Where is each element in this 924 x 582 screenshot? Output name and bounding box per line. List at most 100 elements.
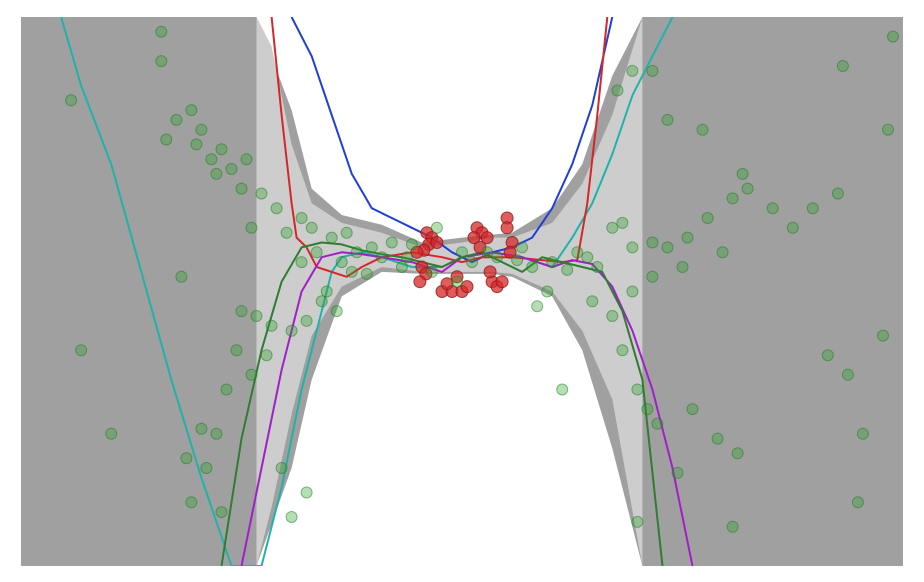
sample-point-59 [511,254,524,267]
sample-point-101 [661,113,674,126]
sample-point-64 [571,246,584,259]
sample-point-63 [581,251,594,264]
sample-point-12 [210,167,223,180]
sample-point-57 [466,256,478,269]
sample-point-39 [105,427,118,440]
sample-point-114 [481,246,494,259]
sample-point-62 [561,263,574,276]
sample-point-67 [616,216,629,229]
sample-point-5 [170,113,183,126]
sample-point-86 [651,417,664,430]
sample-point-78 [676,261,689,273]
sample-point-108 [851,496,864,509]
confidence-bands [21,17,903,566]
sample-point-36 [180,452,193,465]
sample-point-111 [541,285,554,298]
sample-point-3 [185,104,198,117]
sample-point-105 [726,520,739,533]
sample-point-68 [626,241,639,254]
train-point-21 [483,265,497,279]
sample-point-97 [736,167,749,180]
sample-point-77 [716,246,729,259]
sample-point-79 [646,270,659,283]
sample-point-48 [365,241,378,254]
sample-point-6 [190,138,203,151]
train-point-26 [503,245,517,259]
train-point-24 [500,221,514,235]
sample-point-87 [686,403,699,416]
sample-point-82 [586,295,599,308]
sample-point-76 [786,221,799,234]
sample-point-24 [320,285,333,298]
sample-point-61 [546,256,559,269]
sample-point-80 [626,285,639,298]
sample-point-118 [295,256,308,269]
sample-point-19 [310,246,323,259]
sample-point-13 [255,187,268,200]
sample-point-26 [300,314,313,327]
sample-point-9 [225,163,238,175]
train-point-12 [460,280,474,294]
sample-point-55 [425,265,438,278]
sample-point-15 [295,212,308,224]
sample-point-100 [646,64,659,77]
sample-point-90 [821,349,834,362]
sample-point-98 [611,84,624,97]
sample-point-14 [270,202,283,215]
sample-point-109 [556,383,569,396]
sample-point-117 [315,295,328,308]
sample-point-37 [195,422,208,435]
sample-point-66 [606,221,619,234]
sample-point-102 [887,30,899,43]
sample-point-96 [696,123,709,136]
sample-point-81 [606,310,619,322]
sample-point-28 [265,319,278,332]
sample-point-31 [260,349,273,362]
sample-point-93 [877,329,889,342]
series-line-2 [290,17,614,264]
sample-point-42 [185,496,198,509]
sample-point-49 [385,236,398,249]
sample-point-103 [882,123,894,136]
sample-point-71 [681,231,694,244]
sample-point-99 [626,64,639,77]
sample-point-46 [155,55,168,68]
series-line-5 [220,241,664,566]
sample-point-106 [631,515,644,528]
sample-point-110 [531,300,544,313]
sample-point-116 [340,226,353,239]
sample-point-44 [300,486,313,499]
sample-point-58 [491,251,504,264]
sample-point-10 [240,153,253,166]
sample-point-60 [526,261,539,273]
sample-point-47 [160,133,173,146]
sample-point-92 [856,427,869,440]
train-point-16 [467,231,481,245]
sample-point-72 [701,212,714,224]
sample-point-32 [245,368,258,381]
sample-point-69 [646,236,659,249]
sample-point-4 [195,123,208,136]
sample-point-94 [806,202,819,215]
sample-point-51 [375,251,388,264]
sample-point-20 [335,256,348,269]
sample-point-53 [360,267,373,280]
sample-point-22 [245,221,258,234]
sample-point-34 [220,383,233,396]
sample-point-70 [661,241,674,254]
sample-point-73 [726,192,739,205]
sample-point-8 [215,143,228,156]
sample-point-54 [400,251,413,264]
band-outer [21,17,903,566]
sample-point-56 [456,246,468,259]
sample-point-113 [451,275,463,288]
sample-point-40 [75,344,88,357]
scatter-points [65,25,899,533]
sample-point-27 [285,324,298,337]
sample-point-95 [831,187,844,200]
sample-point-18 [325,231,338,244]
sample-point-1 [155,25,168,38]
sample-point-41 [215,506,228,519]
sample-point-11 [235,182,248,195]
